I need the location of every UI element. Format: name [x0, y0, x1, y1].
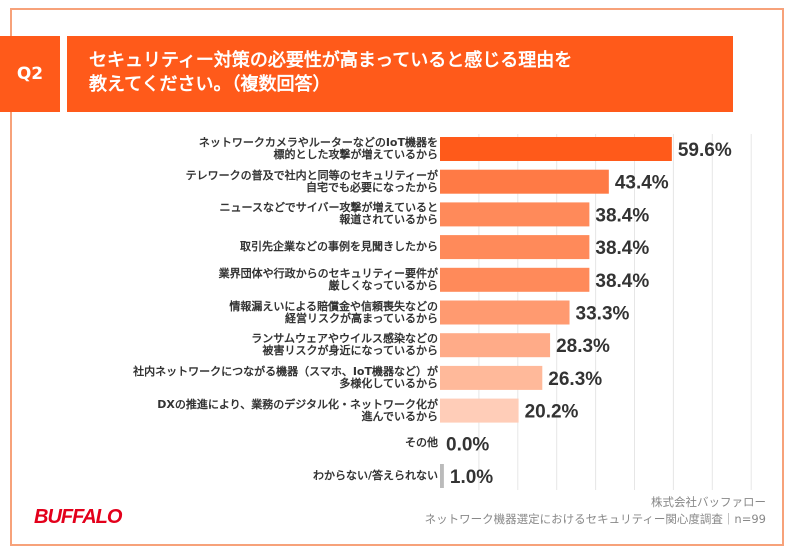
category-label-line: テレワークの普及で社内と同等のセキュリティーが [185, 168, 438, 182]
bar [440, 169, 609, 194]
question-badge: Q2 [0, 36, 60, 112]
category-label: テレワークの普及で社内と同等のセキュリティーが 自宅でも必要になったから [38, 168, 438, 194]
category-label: ランサムウェアやウイルス感染などの 被害リスクが身近になっているから [38, 333, 438, 357]
category-label-line: DXの推進により、業務のデジタル化・ネットワーク化が [157, 397, 438, 411]
value-label: 38.4% [595, 238, 649, 259]
value-label: 0.0% [446, 434, 489, 455]
category-label: わからない/答えられない [38, 470, 438, 482]
value-label: 20.2% [525, 402, 579, 423]
category-label-line: 報道されているから [339, 213, 438, 227]
value-label: 43.4% [615, 173, 669, 194]
category-label: ニュースなどでサイバー攻撃が増えていると 報道されているから [38, 202, 438, 226]
value-label: 28.3% [556, 336, 610, 357]
category-label-line: 取引先企業などの事例を見聞きしたから [240, 240, 438, 254]
category-label: 業界団体や行政からのセキュリティー要件が 厳しくなっているから [38, 266, 438, 292]
bar [440, 333, 551, 358]
bar [440, 300, 570, 325]
category-label-line: ネットワークカメラやルーターなどのIoT機器を [198, 136, 438, 149]
category-label-line: 厳しくなっているから [328, 278, 438, 292]
value-label: 38.4% [595, 205, 649, 226]
category-label-line: 自宅でも必要になったから [306, 180, 438, 194]
category-label: 取引先企業などの事例を見聞きしたから [38, 241, 438, 253]
category-label-line: ランサムウェアやウイルス感染などの [251, 332, 438, 346]
value-label: 33.3% [576, 304, 630, 325]
category-label-line: 被害リスクが身近になっているから [262, 344, 438, 358]
category-label-line: その他 [405, 436, 438, 450]
title-line-1: セキュリティー対策の必要性が高まっていると感じる理由を [89, 50, 573, 71]
category-label-line: 情報漏えいによる賠償金や信頼喪失などの [229, 299, 438, 313]
buffalo-logo: BUFFALO [34, 506, 122, 528]
value-label: 26.3% [548, 369, 602, 390]
chart-frame [10, 8, 784, 546]
category-label-line: 多様化しているから [339, 376, 438, 390]
source-survey: ネットワーク機器選定におけるセキュリティー関心度調査｜n=99 [424, 512, 766, 526]
category-label-line: 業界団体や行政からのセキュリティー要件が [218, 266, 438, 280]
bar [440, 267, 590, 292]
value-label: 38.4% [595, 271, 649, 292]
question-title: セキュリティー対策の必要性が高まっていると感じる理由を 教えてください。（複数回… [67, 36, 733, 112]
category-label-line: わからない/答えられない [312, 469, 438, 482]
bar [440, 202, 590, 227]
category-label: 社内ネットワークにつながる機器（スマホ、IoT機器など）が 多様化しているから [38, 364, 438, 390]
category-label: ネットワークカメラやルーターなどのIoT機器を 標的とした攻撃が増えているから [38, 137, 438, 161]
category-label-line: 経営リスクが高まっているから [284, 311, 438, 325]
category-label-line: 標的とした攻撃が増えているから [273, 148, 438, 161]
value-label: 1.0% [450, 467, 493, 488]
bar [440, 137, 672, 161]
category-label: DXの推進により、業務のデジタル化・ネットワーク化が 進んでいるから [38, 397, 438, 423]
source-company: 株式会社バッファロー [651, 495, 766, 509]
category-label: その他 [38, 437, 438, 449]
value-label: 59.6% [678, 140, 732, 161]
category-label-line: 進んでいるから [361, 409, 438, 423]
title-line-2: 教えてください。（複数回答） [89, 74, 331, 95]
category-label: 情報漏えいによる賠償金や信頼喪失などの 経営リスクが高まっているから [38, 299, 438, 325]
category-label-line: ニュースなどでサイバー攻撃が増えていると [219, 201, 438, 215]
bar [440, 235, 590, 260]
bar [440, 398, 519, 423]
category-label-line: 社内ネットワークにつながる機器（スマホ、IoT機器など）が [133, 364, 438, 378]
bar [440, 365, 543, 390]
bar [440, 464, 444, 488]
